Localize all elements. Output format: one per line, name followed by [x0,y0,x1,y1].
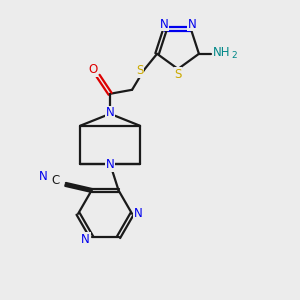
Text: N: N [39,170,48,183]
Text: N: N [81,233,90,246]
Text: NH: NH [213,46,231,59]
Text: 2: 2 [231,51,237,60]
Text: C: C [52,174,60,187]
Text: S: S [174,68,182,80]
Text: O: O [88,63,98,76]
Text: N: N [106,158,115,171]
Text: S: S [136,64,144,77]
Text: N: N [160,18,168,31]
Text: N: N [106,106,115,119]
Text: N: N [188,18,196,31]
Text: N: N [134,207,142,220]
